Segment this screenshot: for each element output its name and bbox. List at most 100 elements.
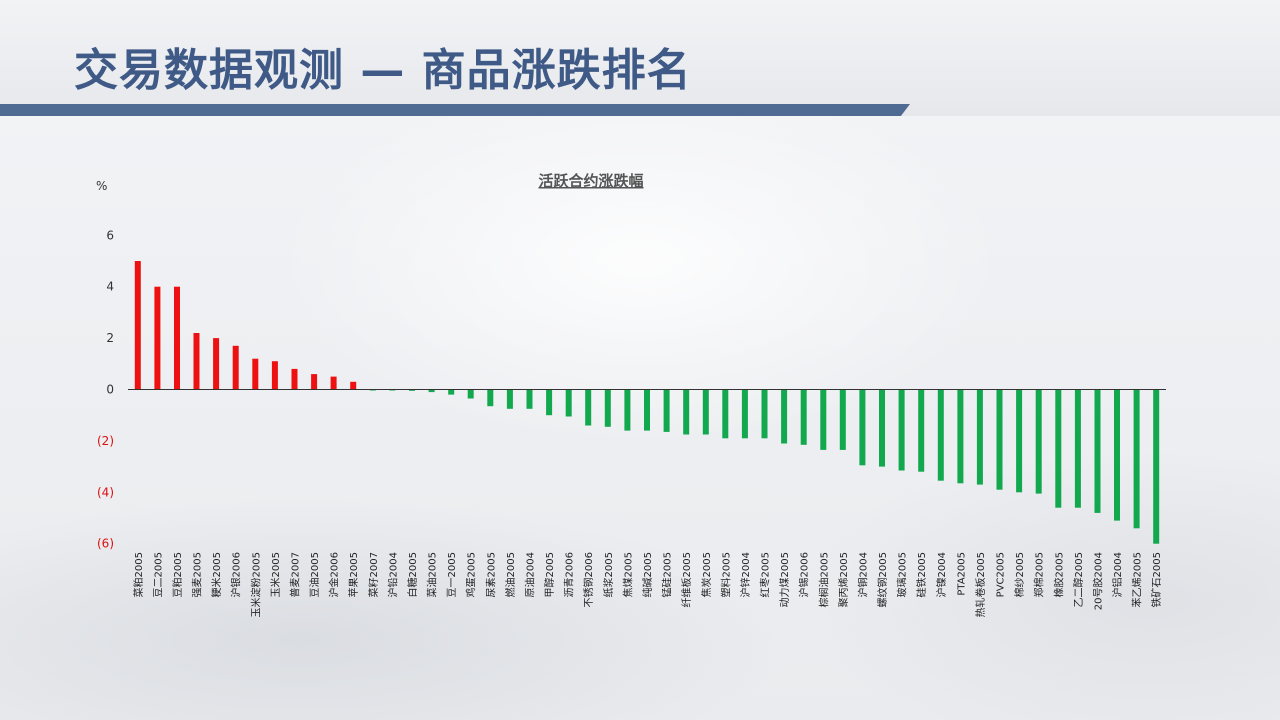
x-tick-label: 强麦2005 (192, 552, 204, 597)
bar (448, 389, 455, 395)
bar (996, 389, 1003, 490)
bar (644, 389, 650, 431)
x-tick-label: 苯乙烯2005 (1131, 552, 1144, 607)
x-tick-label: 玻璃2005 (896, 552, 909, 597)
x-tick-label: 沪铝2004 (1111, 552, 1124, 597)
bar (741, 389, 748, 439)
bar (1016, 389, 1023, 493)
bar (350, 381, 357, 390)
x-tick-label: 沪银2006 (230, 552, 243, 597)
x-tick-label: 焦煤2005 (621, 552, 634, 597)
bar (487, 389, 494, 407)
bar (918, 389, 925, 472)
x-tick-label: 铁矿石2005 (1150, 552, 1163, 607)
bar (898, 389, 905, 471)
x-tick-label: 20号胶2004 (1091, 552, 1104, 610)
bar (134, 261, 141, 390)
bar (820, 389, 827, 450)
bar (1074, 389, 1081, 508)
bar (174, 286, 180, 390)
bar (839, 389, 846, 450)
x-tick-label: 沪金2006 (328, 552, 341, 597)
y-tick-label: (6) (97, 537, 114, 551)
x-axis-labels: 菜粕2005 豆二2005 豆粕2005 强麦2005 粳米2005 沪银2006 玉米淀粉… (132, 552, 1163, 617)
bar (781, 389, 788, 444)
bar (800, 389, 807, 445)
x-tick-label: 螺纹钢2005 (876, 552, 889, 607)
x-tick-label: 沪铅2004 (386, 552, 399, 597)
y-tick-label: 2 (106, 331, 114, 345)
bar (506, 389, 513, 409)
bar (330, 376, 337, 390)
bar (957, 389, 964, 484)
x-tick-label: 纯碱2005 (641, 552, 654, 597)
bar (291, 368, 298, 390)
x-tick-label: 白糖2005 (406, 552, 419, 597)
bar (1114, 389, 1120, 521)
bars (134, 261, 1160, 544)
bar (193, 333, 200, 390)
x-tick-label: 豆油2005 (308, 552, 321, 597)
x-tick-label: 焦炭2005 (700, 552, 713, 597)
bar (663, 389, 670, 432)
y-tick-label: 4 (106, 280, 114, 294)
x-tick-label: 燃油2005 (504, 552, 517, 597)
bar (232, 345, 239, 390)
bar (722, 389, 729, 439)
x-tick-label: 热轧卷板2005 (974, 552, 987, 617)
bar (213, 338, 220, 390)
x-tick-label: 菜粕2005 (132, 552, 145, 597)
bar (683, 389, 690, 435)
page-title: 交易数据观测 — 商品涨跌排名 (74, 45, 692, 96)
x-tick-label: 原油2004 (523, 552, 536, 597)
x-tick-label: 豆一2005 (446, 552, 458, 597)
x-tick-label: 聚丙烯2005 (837, 552, 850, 607)
x-tick-label: 豆粕2005 (171, 552, 184, 597)
y-tick-label: 0 (106, 383, 114, 397)
chart-title: 活跃合约涨跌幅 (538, 172, 643, 190)
x-tick-label: 普麦2007 (288, 552, 301, 597)
x-tick-label: 不锈钢2006 (582, 552, 595, 607)
x-tick-label: 纤维板2005 (680, 552, 693, 607)
bar (271, 361, 278, 390)
x-tick-label: 豆二2005 (152, 552, 164, 597)
bar (624, 389, 631, 431)
x-tick-label: 棉纱2005 (1013, 552, 1026, 597)
bar (879, 389, 885, 467)
bar (761, 389, 768, 439)
bar (409, 389, 415, 391)
x-tick-label: 橡胶2005 (1052, 552, 1065, 597)
bar (604, 389, 611, 427)
y-tick-label: (2) (97, 434, 114, 448)
y-tick-label: 6 (106, 228, 114, 242)
x-tick-label: 塑料2005 (719, 552, 732, 597)
bar (546, 389, 553, 416)
x-tick-label: PTA2005 (956, 552, 967, 596)
bar (1055, 389, 1062, 508)
y-axis-ticks: 6 4 2 0 (2) (4) (6) (97, 228, 114, 550)
y-tick-label: (4) (97, 485, 114, 499)
x-tick-label: 菜油2005 (426, 552, 439, 597)
x-tick-label: 动力煤2005 (778, 552, 791, 607)
bar (467, 389, 474, 399)
x-tick-label: 郑棉2005 (1033, 552, 1046, 597)
x-tick-label: 菜籽2007 (368, 552, 380, 597)
x-tick-label: 粳米2005 (210, 552, 223, 597)
x-tick-label: 棕榈油2005 (817, 552, 830, 607)
x-tick-label: 锰硅2005 (661, 552, 674, 597)
bar (526, 389, 533, 409)
x-tick-label: 甲醇2005 (543, 552, 556, 597)
bar (1133, 389, 1140, 529)
bar (565, 389, 572, 417)
x-tick-label: 沥青2006 (563, 552, 576, 597)
bar (585, 389, 592, 426)
x-tick-label: 硅铁2005 (915, 552, 928, 597)
x-tick-label: 玉米2005 (269, 552, 282, 597)
header-band (0, 0, 1280, 116)
x-tick-label: 玉米淀粉2005 (249, 552, 262, 617)
bar (1153, 389, 1160, 544)
y-axis-unit-label: % (96, 179, 107, 193)
bar (311, 374, 318, 390)
bar (937, 389, 944, 481)
